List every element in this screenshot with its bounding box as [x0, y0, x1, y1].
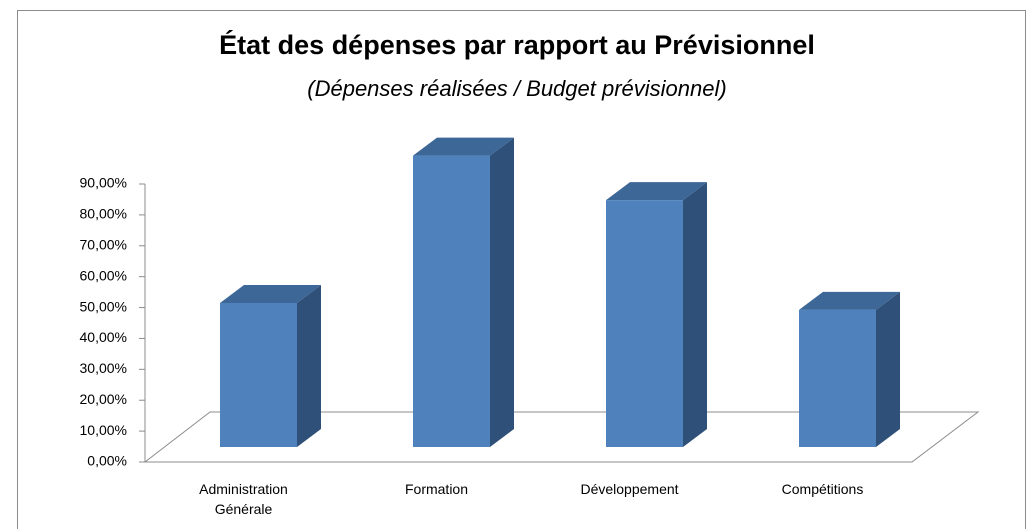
bar [413, 137, 514, 447]
bar-front [220, 302, 297, 447]
bar-side [876, 291, 900, 447]
bar [606, 182, 707, 448]
y-tick-label: 90,00% [80, 175, 127, 191]
floor [143, 411, 980, 463]
x-tick-label: Développement [580, 481, 679, 497]
y-tick-label: 80,00% [80, 206, 127, 222]
x-tick-label: Administration Générale [199, 481, 288, 517]
bar-front [413, 155, 490, 447]
x-tick-label: Compétitions [781, 481, 864, 497]
bar [220, 284, 321, 447]
x-tick-label: Formation [404, 481, 469, 497]
bar-side [683, 182, 707, 448]
bar-front [606, 200, 683, 447]
chart-subtitle: (Dépenses réalisées / Budget prévisionne… [307, 76, 726, 101]
y-tick-label: 70,00% [80, 236, 127, 252]
bar-top [606, 182, 707, 201]
chart-title: État des dépenses par rapport au Prévisi… [219, 29, 815, 60]
y-tick-label: 10,00% [80, 422, 127, 438]
bar-top [413, 137, 514, 156]
bar [799, 291, 900, 447]
y-tick-label: 40,00% [80, 329, 127, 345]
y-tick-label: 60,00% [80, 267, 127, 283]
y-tick-label: 30,00% [80, 360, 127, 376]
bar-front [799, 309, 876, 447]
bar-top [220, 284, 321, 303]
bar-top [799, 291, 900, 310]
bar-side [490, 137, 514, 447]
y-tick-label: 50,00% [80, 298, 127, 314]
bar-side [297, 284, 321, 447]
y-tick-label: 20,00% [80, 391, 127, 407]
y-tick-label: 0,00% [87, 453, 127, 469]
